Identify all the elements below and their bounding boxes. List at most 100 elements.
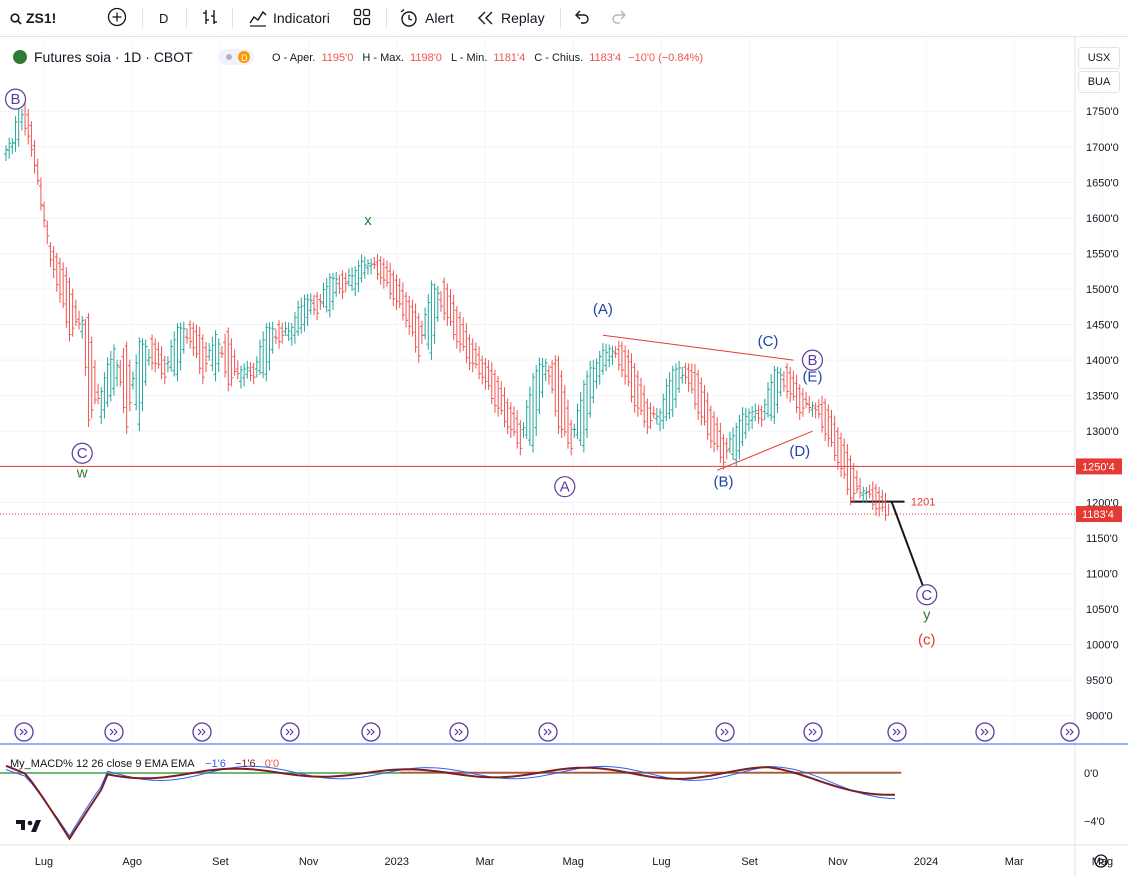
event-marker-icon[interactable] xyxy=(449,722,469,742)
triangle-upper-line[interactable] xyxy=(602,334,794,361)
redo-button[interactable] xyxy=(610,0,628,36)
event-markers[interactable] xyxy=(14,722,1080,742)
toolbar-divider xyxy=(142,8,143,28)
macd-legend: My_MACD% 12 26 close 9 EMA EMA −1'6 −1'6… xyxy=(10,758,279,770)
price-tick-label: 1650'0 xyxy=(1086,177,1119,189)
wave-label[interactable]: C xyxy=(77,445,88,462)
event-marker-icon[interactable] xyxy=(715,722,735,742)
event-marker-chevron xyxy=(812,728,817,736)
undo-icon xyxy=(573,8,591,29)
event-marker-icon[interactable] xyxy=(192,722,212,742)
time-tick-label: 2024 xyxy=(914,856,938,868)
settings-gear-icon[interactable] xyxy=(1094,854,1108,868)
macd-tick-label: −4'0 xyxy=(1084,816,1105,828)
triangle-lower-line[interactable] xyxy=(717,430,813,471)
event-marker-icon[interactable] xyxy=(887,722,907,742)
price-level-label: 1183'4 xyxy=(1082,509,1114,521)
event-marker-chevron xyxy=(201,728,206,736)
wave-label[interactable]: B xyxy=(807,352,817,369)
time-axis[interactable]: Lug Ago Set Nov 2023 Mar Mag Lug Set Nov 2024 Mar Ma… xyxy=(35,856,1113,868)
top-toolbar: ZS1! D Indicatori Alert Replay xyxy=(0,0,1128,37)
price-level-tag xyxy=(1076,458,1122,475)
interval-button[interactable]: D xyxy=(159,10,169,26)
tradingview-logo[interactable] xyxy=(16,820,41,832)
time-tick-label: Nov xyxy=(299,856,319,868)
macd-signal-line xyxy=(5,764,895,841)
price-grid xyxy=(0,37,1103,744)
price-level-tag xyxy=(1076,506,1122,523)
event-marker-chevron xyxy=(1065,728,1070,736)
wave-label[interactable]: B xyxy=(11,91,21,108)
redo-icon xyxy=(610,8,628,29)
event-marker-icon[interactable] xyxy=(1060,722,1080,742)
wave-label[interactable]: (D) xyxy=(789,443,810,460)
level-1201-label: 1201 xyxy=(911,497,935,509)
price-tick-label: 1550'0 xyxy=(1086,248,1119,260)
event-marker-chevron xyxy=(543,728,548,736)
event-marker-chevron xyxy=(19,728,24,736)
layout-button[interactable] xyxy=(353,0,371,36)
event-marker-chevron xyxy=(454,728,459,736)
event-marker-icon[interactable] xyxy=(803,722,823,742)
wave-label[interactable]: (C) xyxy=(758,333,779,350)
wave-label[interactable]: (A) xyxy=(593,301,613,318)
event-marker-icon[interactable] xyxy=(14,722,34,742)
symbol-search[interactable]: ZS1! xyxy=(10,0,56,36)
compare-button[interactable] xyxy=(106,0,128,36)
event-marker-chevron xyxy=(980,728,985,736)
chart-canvas[interactable]: 1750'0 1700'0 1650'0 1600'0 1550'0 1500'0 1450… xyxy=(0,37,1128,877)
wave-label[interactable]: y xyxy=(923,607,931,624)
wave-circle xyxy=(4,88,27,110)
wave-label[interactable]: C xyxy=(921,587,932,604)
legend-title[interactable]: Futures soia · 1D · CBOT xyxy=(34,49,193,65)
indicators-icon xyxy=(248,8,268,28)
indicators-label: Indicatori xyxy=(273,10,330,26)
hist-value: 0'0 xyxy=(265,758,279,770)
bar-chart-icon xyxy=(200,7,220,30)
event-marker-icon[interactable] xyxy=(361,722,381,742)
price-tick-label: 1150'0 xyxy=(1086,533,1118,545)
price-tick-label: 1750'0 xyxy=(1086,106,1119,118)
event-marker-chevron xyxy=(366,728,371,736)
event-marker-chevron xyxy=(113,728,118,736)
search-icon xyxy=(10,12,22,25)
projection-line[interactable] xyxy=(890,501,925,589)
symbol-logo-icon xyxy=(13,50,27,64)
event-marker-icon[interactable] xyxy=(538,722,558,742)
price-tick-label: 1350'0 xyxy=(1086,391,1119,403)
event-marker-chevron xyxy=(23,728,28,736)
replay-button[interactable]: Replay xyxy=(477,0,545,36)
time-tick-label: Mar xyxy=(1005,856,1024,868)
event-marker-icon[interactable] xyxy=(975,722,995,742)
wave-label[interactable]: w xyxy=(76,464,88,481)
toolbar-divider xyxy=(232,8,233,28)
event-marker-chevron xyxy=(285,728,290,736)
wave-circle xyxy=(916,584,938,606)
wave-label[interactable]: (E) xyxy=(802,368,822,385)
wave-label[interactable]: x xyxy=(364,212,372,229)
currency-button[interactable]: USX xyxy=(1078,47,1120,69)
time-tick-label: Mag xyxy=(562,856,583,868)
event-marker-chevron xyxy=(197,728,202,736)
macd-label: My_MACD% 12 26 close 9 EMA EMA xyxy=(10,758,195,770)
alarm-clock-icon xyxy=(399,8,419,28)
price-bars xyxy=(4,99,890,521)
signal-value: −1'6 xyxy=(235,758,256,770)
indicators-button[interactable]: Indicatori xyxy=(248,0,330,36)
replay-label: Replay xyxy=(501,10,545,26)
symbol-name: ZS1! xyxy=(26,10,57,26)
wave-label[interactable]: (c) xyxy=(918,632,936,649)
alert-button[interactable]: Alert xyxy=(399,0,454,36)
trendlines[interactable] xyxy=(602,334,925,589)
unit-button[interactable]: BUA xyxy=(1078,71,1120,93)
price-axis[interactable]: 1750'0 1700'0 1650'0 1600'0 1550'0 1500'0 1450… xyxy=(1086,106,1119,722)
chart-type-button[interactable] xyxy=(200,0,220,36)
event-marker-icon[interactable] xyxy=(280,722,300,742)
undo-button[interactable] xyxy=(573,0,591,36)
wave-label[interactable]: (B) xyxy=(714,474,734,491)
event-marker-chevron xyxy=(109,728,114,736)
wave-label[interactable]: A xyxy=(560,479,570,496)
time-tick-label: Set xyxy=(741,856,758,868)
event-marker-icon[interactable] xyxy=(104,722,124,742)
